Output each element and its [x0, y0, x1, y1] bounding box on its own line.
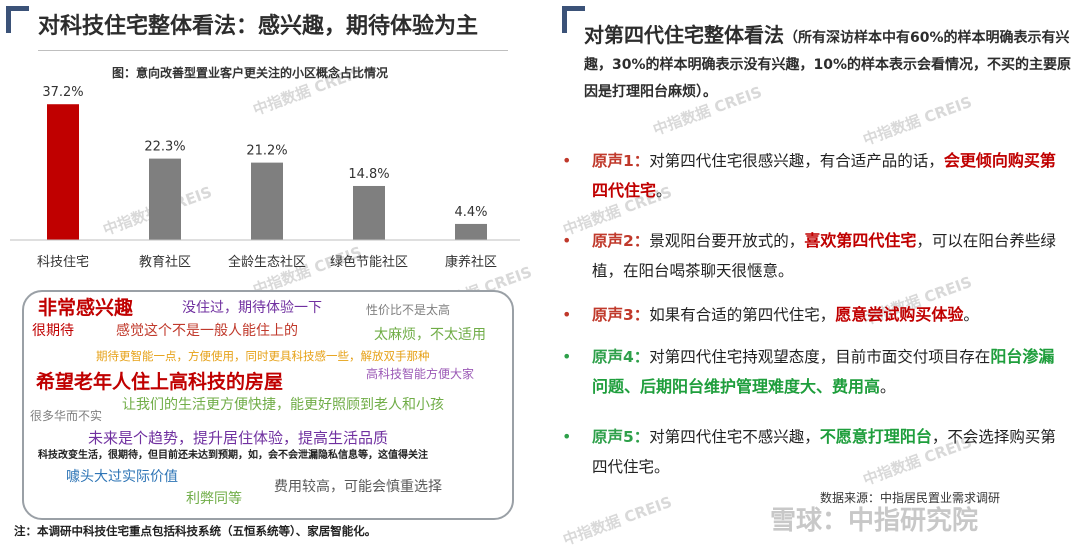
bar-value-label: 4.4% — [454, 205, 487, 220]
word-cloud-phrase: 很期待 — [32, 323, 74, 339]
section-title: 对第四代住宅整体看法（所有深访样本中有60%的样本明确表示有兴趣，30%的样本明… — [584, 22, 1074, 105]
word-cloud-phrase: 高科技智能方便大家 — [366, 367, 475, 381]
chart-title: 图：意向改善型置业客户更关注的小区概念占比情况 — [111, 66, 388, 80]
title-bracket-left — [6, 6, 29, 33]
bullet-icon: • — [562, 347, 572, 366]
quote-label: 原声1： — [592, 152, 650, 170]
quote-text: 如果有合适的第四代住宅， — [649, 306, 836, 324]
word-cloud-phrase: 噱头大过实际价值 — [66, 469, 178, 485]
bar-value-label: 14.8% — [348, 167, 389, 182]
section-title-main: 对第四代住宅整体看法 — [584, 23, 784, 47]
bullet-icon: • — [562, 231, 572, 250]
bar-chart: 37.2% 科技住宅 22.3% 教育社区 21.2% 全龄生态社区 14.8% 绿色节能社区… — [10, 85, 520, 270]
word-cloud: 非常感兴趣 没住过，期待体验一下 性价比不是太高很期待 感觉这个不是一般人能住上的 太麻… — [22, 290, 514, 520]
word-cloud-phrase: 性价比不是太高 — [366, 303, 451, 317]
footnote: 注：本调研中科技住宅重点包括科技系统（五恒系统等）、家居智能化。 — [14, 524, 377, 538]
quote-text: 。 — [963, 306, 979, 324]
bar-3 — [353, 185, 385, 240]
bar-value-label: 37.2% — [42, 85, 83, 100]
quote-label: 原声5： — [592, 428, 650, 446]
category-label: 科技住宅 — [37, 255, 89, 270]
word-cloud-phrase: 未来是个趋势，提升居住体验，提高生活品质 — [88, 429, 389, 447]
quote-item: • 原声1：对第四代住宅很感兴趣，有合适产品的话，会更倾向购买第四代住宅。 — [562, 146, 1062, 206]
quote-item: • 原声4：对第四代住宅持观望态度，目前市面交付项目存在阳台渗漏问题、后期阳台维护… — [562, 342, 1062, 402]
quote-item: • 原声3：如果有合适的第四代住宅，愿意尝试购买体验。 — [562, 300, 1062, 330]
quote-label: 原声2： — [592, 232, 650, 250]
word-cloud-phrase: 让我们的生活更方便快捷，能更好照顾到老人和小孩 — [122, 397, 444, 413]
quote-highlight: 会更倾向购买第四代住宅 — [592, 151, 1056, 200]
word-cloud-phrase: 很多华而不实 — [30, 409, 103, 423]
quote-text: 。 — [880, 378, 896, 396]
quote-text: 景观阳台要开放式的， — [649, 232, 805, 250]
quote-highlight: 喜欢第四代住宅 — [804, 231, 917, 250]
bar-value-label: 21.2% — [246, 144, 287, 159]
quote-text: 。 — [656, 182, 672, 200]
quote-text: ，可以在阳台养些绿植，在阳台喝茶聊天很惬意。 — [592, 232, 1056, 280]
bar-2 — [251, 162, 283, 240]
bar-1 — [149, 158, 181, 240]
title-bracket-right — [562, 6, 585, 33]
category-label: 康养社区 — [445, 254, 497, 270]
word-cloud-phrase: 没住过，期待体验一下 — [182, 300, 322, 316]
word-cloud-phrase: 希望老年人住上高科技的房屋 — [36, 371, 284, 393]
word-cloud-phrase: 利弊同等 — [186, 491, 242, 507]
quote-label: 原声3： — [592, 306, 650, 324]
quote-highlight: 愿意尝试购买体验 — [835, 305, 964, 324]
quote-label: 原声4： — [592, 348, 650, 366]
quote-text: 对第四代住宅很感兴趣，有合适产品的话， — [649, 152, 944, 170]
quote-highlight: 阳台渗漏问题、后期阳台维护管理难度大、费用高 — [592, 347, 1055, 396]
category-label: 全龄生态社区 — [228, 254, 306, 270]
page-title: 对科技住宅整体看法：感兴趣，期待体验为主 — [38, 14, 479, 39]
category-label: 绿色节能社区 — [330, 254, 408, 270]
quote-highlight: 不愿意打理阳台 — [819, 427, 932, 446]
word-cloud-phrase: 期待更智能一点，方便使用，同时更具科技感一些，解放双手那种 — [96, 349, 430, 363]
word-cloud-phrase: 非常感兴趣 — [38, 297, 134, 319]
divider — [38, 50, 508, 51]
word-cloud-phrase: 科技改变生活，很期待，但目前还未达到预期，如，会不会泄漏隐私信息等，这值得关注 — [38, 450, 428, 461]
bullet-icon: • — [562, 151, 572, 170]
bar-4 — [455, 223, 487, 240]
quote-item: • 原声2：景观阳台要开放式的，喜欢第四代住宅，可以在阳台养些绿植，在阳台喝茶聊天… — [562, 226, 1062, 286]
word-cloud-phrase: 感觉这个不是一般人能住上的 — [116, 323, 298, 339]
word-cloud-phrase: 太麻烦，不太适用 — [374, 327, 486, 343]
quote-text: ，不会选择购买第四代住宅。 — [592, 428, 1056, 476]
bar-value-label: 22.3% — [144, 140, 185, 155]
bullet-icon: • — [562, 427, 572, 446]
bar-0 — [47, 104, 79, 240]
quote-item: • 原声5：对第四代住宅不感兴趣，不愿意打理阳台，不会选择购买第四代住宅。 — [562, 422, 1062, 482]
watermark: 中指数据 CREIS — [560, 492, 675, 549]
data-source: 数据来源：中指居民置业需求调研 — [820, 491, 1001, 505]
category-label: 教育社区 — [139, 254, 191, 270]
quote-text: 对第四代住宅持观望态度，目前市面交付项目存在 — [649, 348, 991, 366]
word-cloud-phrase: 费用较高，可能会慎重选择 — [274, 479, 442, 495]
xueqiu-watermark: 雪球：中指研究院 — [770, 506, 979, 536]
bullet-icon: • — [562, 305, 572, 324]
quote-text: 对第四代住宅不感兴趣， — [649, 428, 820, 446]
section-title-sub: （所有深访样本中有60%的样本明确表示有兴趣，30%的样本明确表示没有兴趣，10… — [584, 30, 1072, 100]
